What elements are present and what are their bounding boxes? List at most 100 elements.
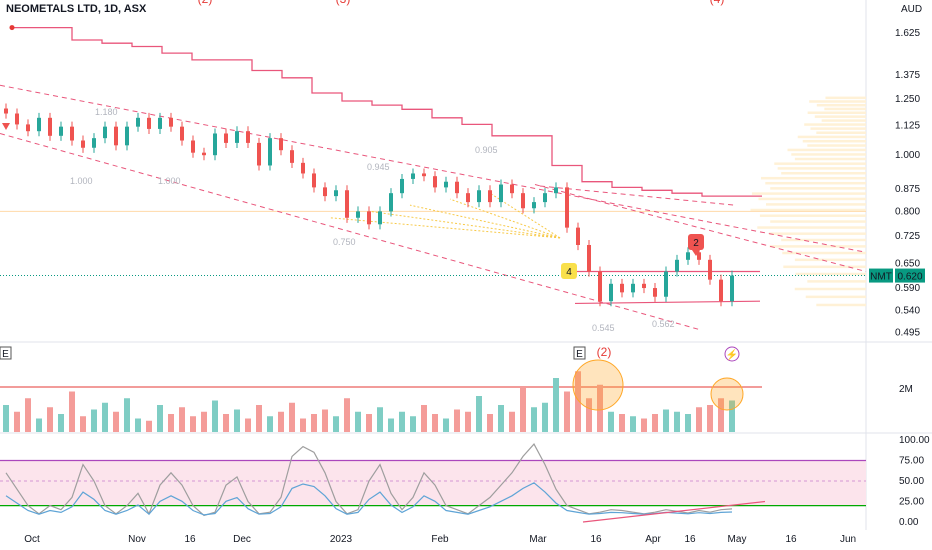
candle-body	[576, 227, 580, 245]
symbol-badge-label: NMT	[870, 272, 892, 283]
volume-bar	[69, 391, 75, 432]
earnings-marker-box	[0, 346, 12, 360]
candle-body	[147, 117, 151, 129]
oscillator-tick-label: 25.00	[899, 497, 924, 508]
price-annotation: 0.545	[592, 323, 615, 333]
volume-bar	[245, 418, 251, 432]
candle-body	[510, 184, 514, 194]
volume-bar	[311, 414, 317, 432]
candle-body	[246, 131, 250, 143]
time-tick-label: 2023	[330, 534, 353, 545]
candle-body	[697, 252, 701, 260]
volume-bar	[366, 414, 372, 432]
wave-2-marker: 2	[693, 238, 699, 249]
candle-body	[499, 184, 503, 203]
volume-profile-bar	[781, 238, 866, 242]
price-tick-label: 0.540	[895, 305, 920, 316]
time-tick-label: Mar	[529, 534, 547, 545]
volume-bar	[157, 405, 163, 432]
candle-body	[323, 187, 327, 197]
candle-body	[455, 181, 459, 194]
candle-body	[411, 173, 415, 179]
volume-bar	[102, 402, 108, 432]
volume-profile-bar	[807, 144, 866, 147]
volume-bar	[718, 398, 724, 432]
volume-profile-bar	[797, 135, 866, 139]
volume-bar	[234, 409, 240, 432]
volume-profile-bar	[769, 245, 866, 248]
lower-trend-line	[0, 133, 701, 331]
volume-profile-bar	[794, 287, 866, 291]
candle-body	[730, 275, 734, 302]
volume-bar	[465, 411, 471, 432]
time-tick-label: 16	[684, 534, 696, 545]
volume-bar	[410, 416, 416, 432]
price-annotation: 1.180	[95, 107, 118, 117]
price-annotation: 0.945	[367, 162, 390, 172]
volume-bar	[630, 416, 636, 432]
price-tick-label: 0.650	[895, 259, 920, 270]
volume-profile-bar	[802, 139, 866, 143]
volume-bar	[146, 420, 152, 432]
volume-bar	[586, 398, 592, 432]
fib-fan-line	[449, 198, 561, 239]
volume-profile-bar	[791, 153, 866, 156]
volume-bar	[80, 416, 86, 432]
ma-start-dot	[9, 25, 15, 31]
price-tick-label: 0.875	[895, 184, 920, 195]
candle-body	[136, 117, 140, 127]
wave-trend-line	[534, 184, 867, 273]
time-tick-label: 16	[184, 534, 196, 545]
volume-bar	[674, 411, 680, 432]
candle-body	[587, 244, 591, 272]
volume-tick-label: 2M	[899, 384, 913, 395]
candle-body	[400, 178, 404, 194]
volume-bar	[289, 402, 295, 432]
candle-body	[389, 193, 393, 212]
volume-profile-bar	[794, 157, 866, 161]
volume-profile-bar	[765, 181, 866, 185]
candle-body	[81, 140, 85, 148]
wave-label: (4)	[710, 0, 725, 6]
volume-profile-bar	[810, 127, 866, 130]
volume-wave-label: (2)	[597, 345, 612, 359]
volume-bar	[3, 405, 9, 432]
volume-bar	[696, 407, 702, 432]
wave-2-marker-pointer	[692, 250, 700, 256]
candle-body	[356, 211, 360, 218]
volume-bar	[190, 416, 196, 432]
candle-body	[202, 152, 206, 156]
candle-body	[444, 181, 448, 188]
wave-label: (3)	[336, 0, 351, 6]
candle-body	[114, 126, 118, 146]
fib-fan-line	[329, 217, 561, 239]
candle-body	[92, 138, 96, 148]
volume-profile-bar	[821, 119, 866, 122]
oscillator-line	[5, 443, 733, 517]
oscillator-signal-line	[5, 482, 733, 516]
candle-body	[719, 279, 723, 302]
price-tick-label: 1.625	[895, 28, 920, 39]
volume-bar	[388, 418, 394, 432]
volume-bar	[344, 398, 350, 432]
volume-bar	[399, 411, 405, 432]
earnings-marker: E	[2, 349, 9, 360]
volume-bar	[179, 407, 185, 432]
candle-body	[26, 124, 30, 132]
volume-profile-bar	[758, 197, 866, 201]
candle-body	[169, 117, 173, 127]
volume-bar	[729, 400, 735, 432]
volume-bar	[487, 414, 493, 432]
candle-body	[488, 190, 492, 203]
volume-bar	[267, 416, 273, 432]
candle-body	[125, 126, 129, 146]
price-tick-label: 1.000	[895, 150, 920, 161]
candle-body	[433, 176, 437, 188]
time-tick-label: Dec	[233, 534, 251, 545]
volume-bar	[542, 402, 548, 432]
volume-profile-bar	[809, 100, 866, 103]
price-annotation: 0.750	[333, 237, 356, 247]
time-tick-label: Oct	[24, 534, 40, 545]
volume-profile-bar	[781, 172, 866, 175]
